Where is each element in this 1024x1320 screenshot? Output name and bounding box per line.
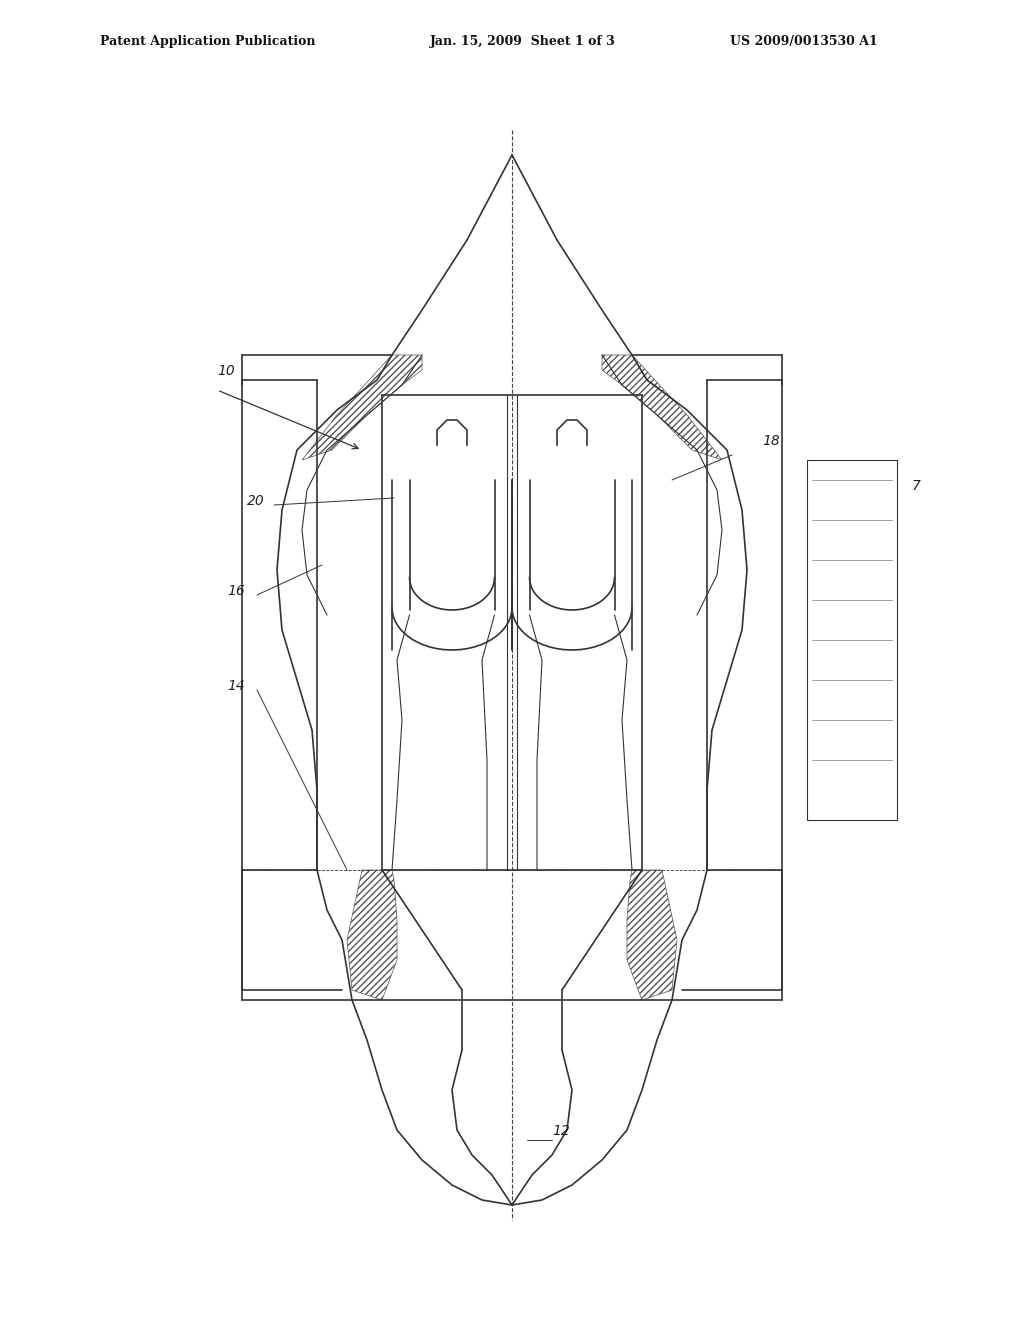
Text: 10: 10 xyxy=(217,364,234,378)
Text: Jan. 15, 2009  Sheet 1 of 3: Jan. 15, 2009 Sheet 1 of 3 xyxy=(430,36,615,48)
Text: 20: 20 xyxy=(247,494,265,508)
Text: Patent Application Publication: Patent Application Publication xyxy=(100,36,315,48)
Text: 16: 16 xyxy=(227,583,245,598)
Text: 14: 14 xyxy=(227,678,245,693)
Text: US 2009/0013530 A1: US 2009/0013530 A1 xyxy=(730,36,878,48)
Text: 7: 7 xyxy=(912,479,921,492)
Text: 18: 18 xyxy=(762,434,779,447)
Text: 12: 12 xyxy=(552,1125,569,1138)
